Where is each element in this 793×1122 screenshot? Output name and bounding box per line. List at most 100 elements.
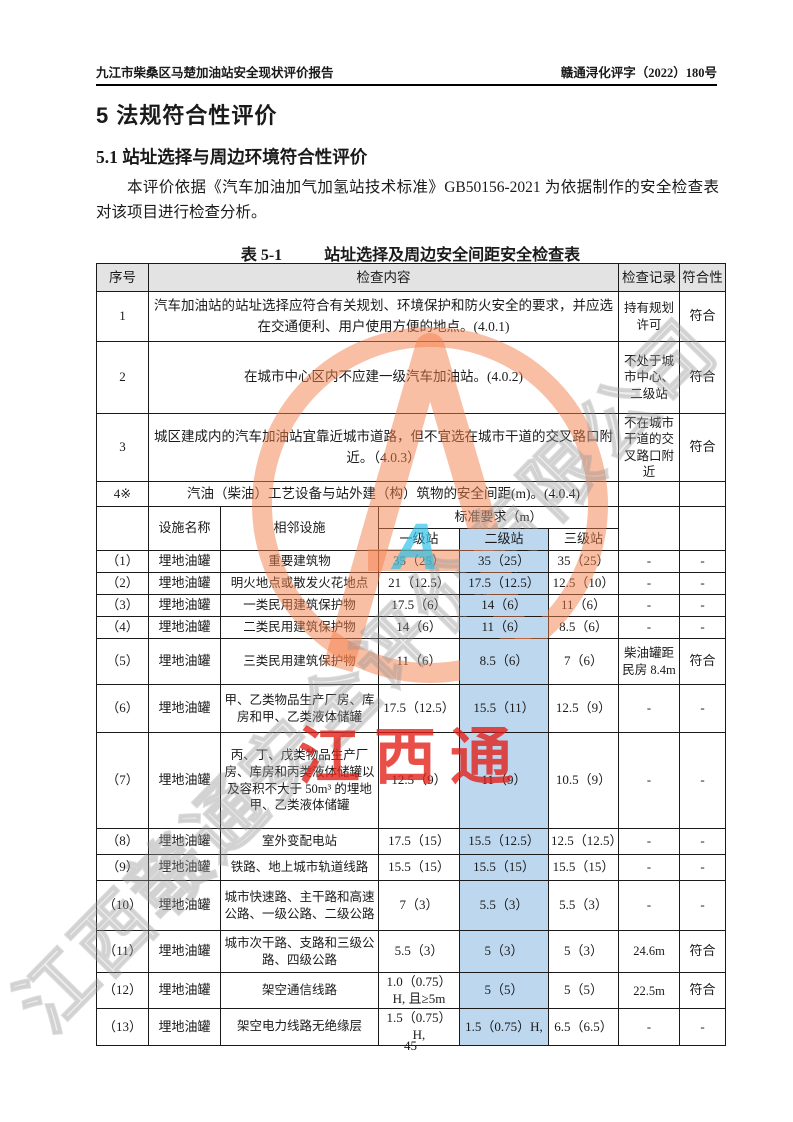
cell-adjacent: 三类民用建筑保护物 (220, 638, 379, 685)
table-row: （3） 埋地油罐 一类民用建筑保护物 17.5（6） 14（6） 11（6） - - (96, 594, 727, 617)
body-paragraph: 本评价依据《汽车加油加气加氢站技术标准》GB50156-2021 为依据制作的安… (96, 179, 719, 222)
cell-l2: 5.5（3） (459, 880, 549, 931)
cell-conform-blank (679, 506, 727, 551)
cell-l1: 12.5（9） (378, 732, 460, 829)
cell-facility: 埋地油罐 (148, 638, 221, 685)
cell-adjacent: 甲、乙类物品生产厂房、库房和甲、乙类液体储罐 (220, 684, 379, 733)
cell-adjacent: 铁路、地上城市轨道线路 (220, 854, 379, 881)
table-row: （8） 埋地油罐 室外变配电站 17.5（15） 15.5（12.5） 12.5（12.5… (96, 828, 727, 855)
cell-facility: 埋地油罐 (148, 732, 221, 829)
cell-facility: 埋地油罐 (148, 684, 221, 733)
cell-l1: 1.5（0.75）H, (378, 1008, 460, 1046)
table-row: （4） 埋地油罐 二类民用建筑保护物 14（6） 11（6） 8.5（6） - - (96, 616, 727, 639)
cell-content: 汽车加油站的站址选择应符合有关规划、环境保护和防火安全的要求，并应选在交通便利、… (147, 291, 620, 342)
checklist-table: 序号 检查内容 检查记录 符合性 1 汽车加油站的站址选择应符合有关规划、环境保… (96, 263, 727, 1046)
page-number: 45 (404, 1038, 417, 1053)
table-row: （10） 埋地油罐 城市快速路、主干路和高速公路、一级公路、二级公路 7（3） 5.5（… (96, 880, 727, 931)
cell-l3: 8.5（6） (547, 616, 620, 639)
table-row: （1） 埋地油罐 重要建筑物 35（25） 35（25） 35（25） - - (96, 550, 727, 573)
cell-seq: （3） (96, 594, 149, 617)
cell-conform: - (679, 616, 727, 639)
cell-record: 不处于城市中心、二级站 (618, 341, 681, 414)
col-header-record: 检查记录 (618, 263, 681, 292)
cell-conform: 符合 (679, 341, 727, 414)
cell-seq: （10） (96, 880, 149, 931)
cell-adjacent: 明火地点或散发火花地点 (220, 572, 379, 595)
cell-seq: （9） (96, 854, 149, 881)
table-row: 2 在城市中心区内不应建一级汽车加油站。(4.0.2) 不处于城市中心、二级站 … (96, 341, 727, 414)
cell-record: 22.5m (618, 971, 681, 1010)
running-header: 九江市柴桑区马楚加油站安全现状评价报告 赣通浔化评字（2022）180号 (96, 62, 717, 86)
table-row: （7） 埋地油罐 丙、丁、戊类物品生产厂房、库房和丙类液体储罐以及容积不大于 50m… (96, 732, 727, 829)
cell-record-blank (618, 506, 681, 551)
cell-l2: 5（5） (459, 971, 549, 1010)
cell-l3: 5.5（3） (547, 880, 620, 931)
cell-record: - (618, 550, 681, 573)
cell-l2: 11（6） (459, 616, 549, 639)
table-row: 3 城区建成内的汽车加油站宜靠近城市道路，但不宜选在城市干道的交叉路口附近。（4… (96, 413, 727, 482)
cell-l1: 14（6） (378, 616, 460, 639)
subheader-facility: 设施名称 (148, 506, 221, 551)
cell-conform: - (679, 732, 727, 829)
cell-l2: 15.5（12.5） (459, 828, 549, 855)
table-title-label: 表 5-1 (240, 247, 283, 264)
cell-record: 柴油罐距民房 8.4m (618, 638, 681, 685)
table-row: 4※ 汽油（柴油）工艺设备与站外建（构）筑物的安全间距(m)。(4.0.4) (96, 481, 727, 507)
cell-facility: 埋地油罐 (148, 971, 221, 1010)
subheader-station-3: 三级站 (547, 528, 620, 551)
cell-l1: 17.5（12.5） (378, 684, 460, 733)
cell-adjacent: 一类民用建筑保护物 (220, 594, 379, 617)
cell-adjacent: 二类民用建筑保护物 (220, 616, 379, 639)
cell-l1: 5.5（3） (378, 930, 460, 973)
cell-l1: 21（12.5） (378, 572, 460, 595)
cell-l2: 15.5（11） (459, 684, 549, 733)
cell-seq: （12） (96, 971, 149, 1010)
cell-facility: 埋地油罐 (148, 880, 221, 931)
cell-l3: 6.5（6.5） (547, 1008, 620, 1046)
subheader-station-1: 一级站 (378, 528, 460, 551)
table-row: （11） 埋地油罐 城市次干路、支路和三级公路、四级公路 5.5（3） 5（3） 5（3）… (96, 930, 727, 973)
cell-facility: 埋地油罐 (148, 828, 221, 855)
cell-seq: （8） (96, 828, 149, 855)
cell-record: 不在城市干道的交叉路口附近 (618, 413, 681, 482)
cell-adjacent: 城市次干路、支路和三级公路、四级公路 (220, 930, 379, 973)
cell-record: - (618, 880, 681, 931)
cell-l3: 11（6） (547, 594, 620, 617)
cell-l1: 15.5（15） (378, 854, 460, 881)
cell-record: 24.6m (618, 930, 681, 973)
cell-l3: 35（25） (547, 550, 620, 573)
cell-adjacent: 室外变配电站 (220, 828, 379, 855)
cell-seq: （2） (96, 572, 149, 595)
cell-l3: 10.5（9） (547, 732, 620, 829)
cell-seq: 1 (96, 291, 149, 342)
cell-l2: 15.5（15） (459, 854, 549, 881)
cell-conform: - (679, 550, 727, 573)
table-header-row: 序号 检查内容 检查记录 符合性 (96, 263, 727, 292)
cell-seq: （1） (96, 550, 149, 573)
cell-l2: 8.5（6） (459, 638, 549, 685)
cell-facility: 埋地油罐 (148, 1008, 221, 1046)
subsection-heading: 5.1 站址选择与周边环境符合性评价 (96, 147, 368, 167)
cell-adjacent: 重要建筑物 (220, 550, 379, 573)
cell-record: 持有规划许可 (618, 291, 681, 342)
table-title-text: 站址选择及周边安全间距安全检查表 (324, 247, 581, 264)
col-header-seq: 序号 (96, 263, 149, 292)
cell-l1: 11（6） (378, 638, 460, 685)
cell-record (618, 481, 681, 507)
cell-conform: - (679, 684, 727, 733)
cell-record: - (618, 594, 681, 617)
cell-conform: 符合 (679, 930, 727, 973)
cell-conform: - (679, 854, 727, 881)
table-row: （12） 埋地油罐 架空通信线路 1.0（0.75）H, 且≥5m 5（5） 5（5） 22… (96, 971, 727, 1010)
cell-facility: 埋地油罐 (148, 930, 221, 973)
cell-l3: 12.5（12.5） (547, 828, 620, 855)
cell-seq: 3 (96, 413, 149, 482)
cell-seq: （4） (96, 616, 149, 639)
cell-seq: （11） (96, 930, 149, 973)
cell-conform: 符合 (679, 413, 727, 482)
cell-seq: 2 (96, 341, 149, 414)
table-row: （5） 埋地油罐 三类民用建筑保护物 11（6） 8.5（6） 7（6） 柴油罐距民房 8.… (96, 638, 727, 685)
section-heading: 5 法规符合性评价 (96, 103, 278, 128)
table-subheader-row: 设施名称 相邻设施 标准要求（m） (96, 506, 727, 551)
